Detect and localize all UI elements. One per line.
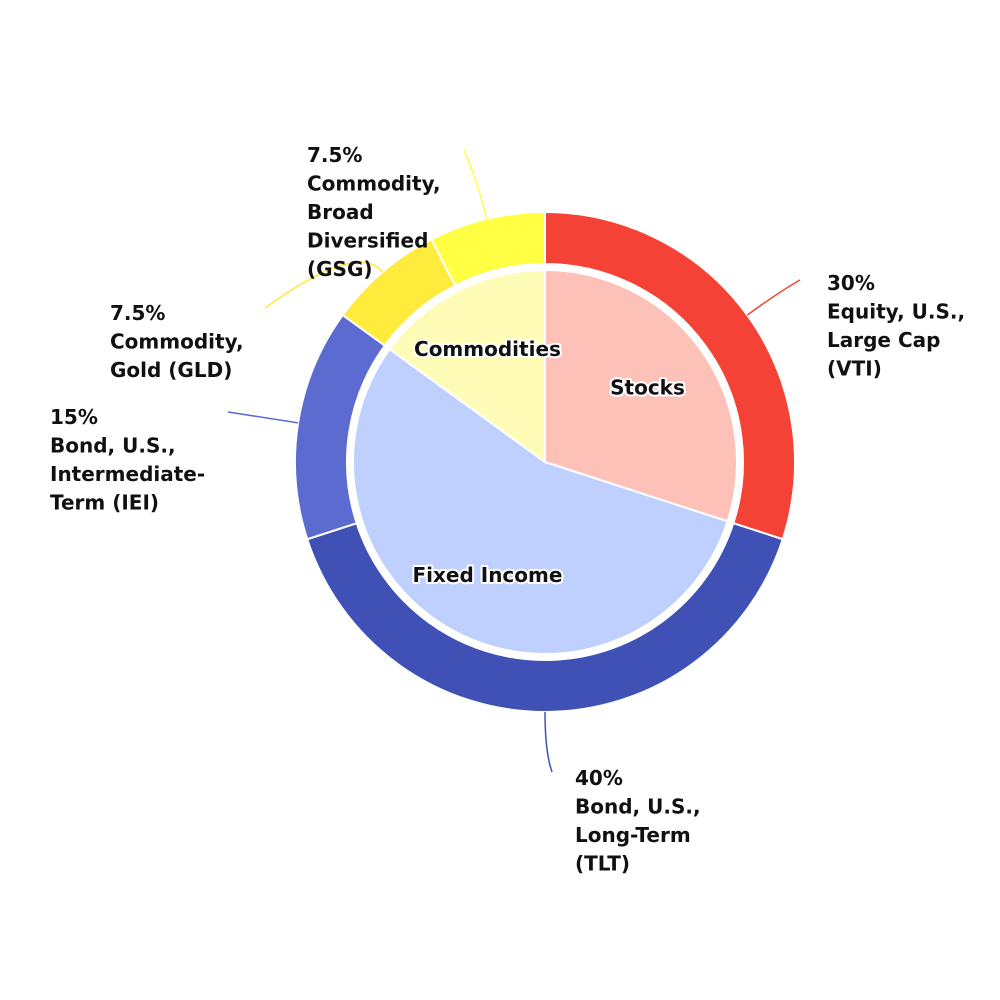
outer-label-4: 7.5% Commodity, Broad Diversified (GSG) (307, 143, 441, 281)
leader-line-3 (264, 261, 384, 309)
inner-pie (352, 268, 738, 655)
leader-lines (227, 149, 801, 773)
outer-label-line: Long-Term (575, 823, 691, 847)
outer-label-3: 7.5% Commodity, Gold (GLD) (110, 301, 244, 382)
outer-label-line: (GSG) (307, 257, 373, 281)
outer-label-line: Commodity, (307, 172, 441, 196)
outer-label-line: (VTI) (827, 357, 882, 381)
inner-labels: Stocks Fixed Income Commodities (410, 335, 686, 589)
outer-label-line: Bond, U.S., (575, 795, 701, 819)
leader-line-1 (544, 711, 553, 773)
leader-line-4 (463, 149, 488, 220)
outer-label-percent: 40% (575, 766, 623, 790)
inner-label-commodities: Commodities (414, 337, 561, 361)
outer-label-line: Diversified (307, 229, 428, 253)
outer-label-line: Bond, U.S., (50, 434, 176, 458)
outer-label-percent: 7.5% (307, 143, 362, 167)
outer-ring (294, 210, 796, 713)
outer-label-0: 30% Equity, U.S., Large Cap (VTI) (827, 271, 965, 381)
outer-label-line: Gold (GLD) (110, 358, 232, 382)
outer-label-line: Large Cap (827, 328, 940, 352)
inner-label-fixed-income: Fixed Income (412, 563, 562, 587)
outer-label-line: Broad (307, 200, 374, 224)
outer-label-1: 40% Bond, U.S., Long-Term (TLT) (575, 766, 701, 876)
outer-label-percent: 7.5% (110, 301, 165, 325)
outer-label-line: Commodity, (110, 330, 244, 354)
outer-label-percent: 15% (50, 405, 98, 429)
outer-label-percent: 30% (827, 271, 875, 295)
leader-line-0 (746, 279, 801, 316)
outer-label-2: 15% Bond, U.S., Intermediate- Term (IEI) (50, 405, 205, 515)
outer-label-line: Term (IEI) (50, 491, 159, 515)
outer-slice-4[interactable] (430, 210, 546, 287)
outer-label-line: Intermediate- (50, 462, 205, 486)
inner-slice-commodities[interactable] (388, 268, 546, 464)
inner-slice-stocks[interactable] (544, 268, 738, 523)
outer-label-line: Equity, U.S., (827, 300, 965, 324)
outer-label-line: (TLT) (575, 852, 630, 876)
outer-slice-1[interactable] (305, 521, 785, 713)
outer-labels: 30% Equity, U.S., Large Cap (VTI) 40% Bond, U… (50, 143, 965, 876)
inner-label-stocks: Stocks (610, 376, 685, 400)
inner-slice-fixed-income[interactable] (352, 347, 729, 655)
leader-line-2 (227, 411, 299, 424)
